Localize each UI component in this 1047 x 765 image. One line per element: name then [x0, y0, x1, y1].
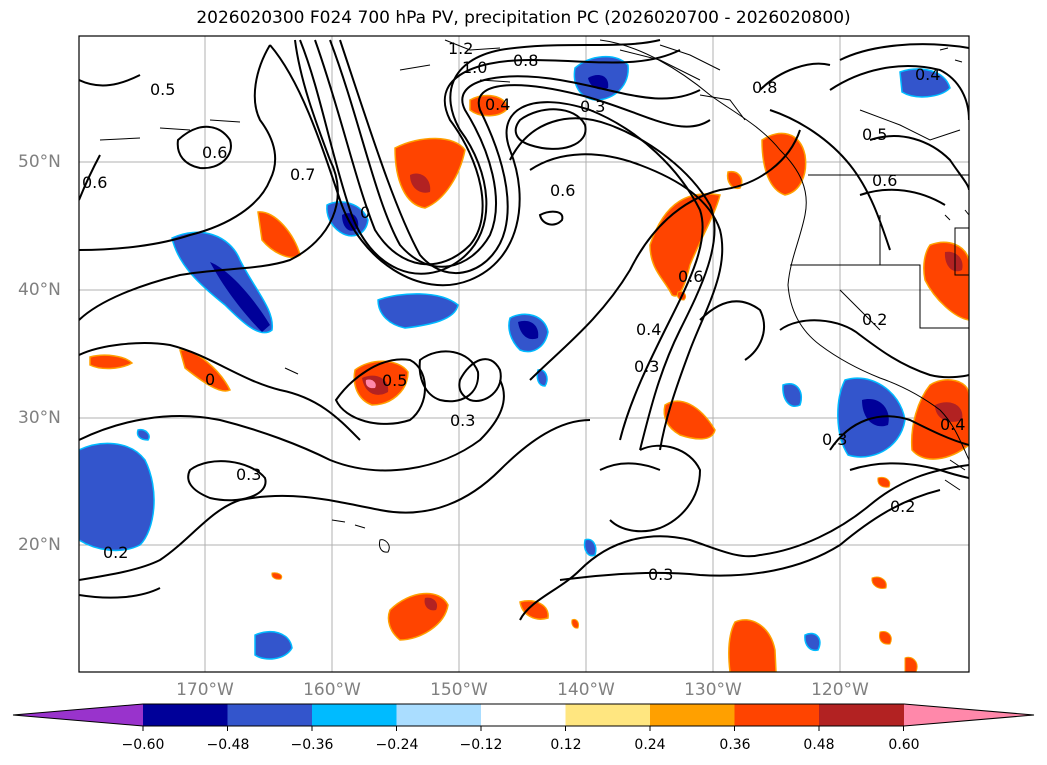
colorbar-high-extension [904, 704, 1034, 726]
colorbar-tick-label: −0.48 [206, 737, 250, 753]
colorbar-segment [143, 704, 228, 726]
colorbar-tick-label: −0.60 [121, 737, 165, 753]
map-frame [78, 35, 970, 673]
contour-label: 0.3 [822, 430, 847, 449]
colorbar-tick-label: 0.12 [550, 737, 582, 753]
contour-label: 0.8 [752, 78, 777, 97]
contour-label: 0.5 [862, 125, 887, 144]
contour-label: 0.6 [550, 181, 575, 200]
contour-label: 0.3 [236, 465, 261, 484]
colorbar-tick-label: 0.60 [888, 737, 920, 753]
colorbar [12, 703, 1035, 731]
colorbar-tick-label: −0.12 [459, 737, 503, 753]
contour-label: 0.3 [450, 411, 475, 430]
longitude-label: 170°W [176, 680, 234, 700]
latitude-label: 40°N [18, 280, 61, 300]
longitude-label: 150°W [430, 680, 488, 700]
latitude-label: 20°N [18, 535, 61, 555]
coastlines [99, 39, 969, 553]
contour-label: 0.2 [103, 543, 128, 562]
contour-label: 0.3 [648, 565, 673, 584]
colorbar-segment [650, 704, 735, 726]
contour-label: 0.4 [485, 95, 510, 114]
contour-label: 0 [360, 203, 370, 222]
colorbar-tick-label: −0.24 [375, 737, 419, 753]
longitude-label: 160°W [303, 680, 361, 700]
colorbar-segment [396, 704, 482, 726]
longitude-label: 120°W [811, 680, 869, 700]
colorbar-segment [565, 704, 651, 726]
contour-label: 0.2 [890, 497, 915, 516]
contour-label: 0.4 [915, 65, 940, 84]
contour-label: 0.6 [82, 173, 107, 192]
colorbar-segment [481, 704, 566, 726]
contour-label: 0.4 [940, 415, 965, 434]
contour-label: 1.2 [448, 39, 473, 58]
contour-label: 0.5 [150, 80, 175, 99]
colorbar-segment [227, 704, 313, 726]
gridlines [79, 36, 969, 672]
contour-label: 0.8 [513, 51, 538, 70]
contour-label: 0.3 [634, 357, 659, 376]
contour-label: 0.2 [862, 310, 887, 329]
latitude-label: 30°N [18, 408, 61, 428]
contour-label: 0.4 [636, 320, 661, 339]
colorbar-segment [312, 704, 397, 726]
colorbar-segment [819, 704, 904, 726]
contour-label: 0 [205, 370, 215, 389]
contour-label: 0.6 [202, 143, 227, 162]
latitude-label: 50°N [18, 152, 61, 172]
pv-contours [79, 39, 969, 621]
contour-label: 0.3 [580, 97, 605, 116]
colorbar-tick-label: 0.36 [719, 737, 751, 753]
contour-label: 0.6 [678, 267, 703, 286]
colorbar-segment [734, 704, 820, 726]
colorbar-tick-label: 0.48 [803, 737, 835, 753]
contour-label: 0.7 [290, 165, 315, 184]
map-title: 2026020300 F024 700 hPa PV, precipitatio… [196, 8, 851, 28]
contour-label: 0.5 [382, 371, 407, 390]
contour-labels: 1.2 1.0 0.8 0.5 0.4 0.3 0.8 0.4 0.6 0.5 … [82, 39, 965, 584]
contour-label: 0.6 [872, 171, 897, 190]
longitude-label: 130°W [684, 680, 742, 700]
colorbar-low-extension [13, 704, 143, 726]
colorbar-tick-label: −0.36 [290, 737, 334, 753]
contour-label: 1.0 [462, 58, 487, 77]
longitude-label: 140°W [557, 680, 615, 700]
colorbar-tick-label: 0.24 [634, 737, 666, 753]
map-plot-area: 1.2 1.0 0.8 0.5 0.4 0.3 0.8 0.4 0.6 0.5 … [79, 36, 969, 672]
